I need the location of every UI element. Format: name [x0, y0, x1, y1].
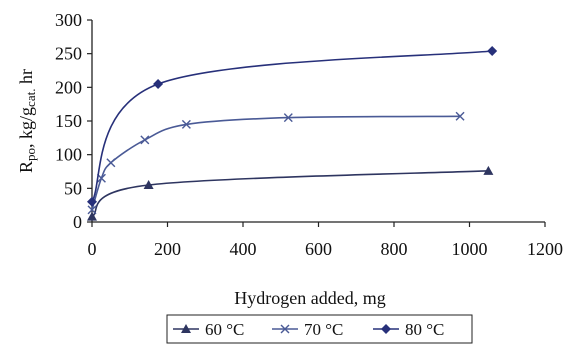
data-point: [483, 165, 494, 175]
x-tick-label: 1200: [527, 239, 563, 259]
y-axis-label-sub: po: [23, 148, 38, 161]
y-tick-label: 200: [55, 77, 82, 97]
legend-label: 70 °C: [304, 320, 343, 339]
data-point: [455, 111, 465, 121]
legend-marker: [181, 324, 191, 333]
x-tick-label: 1000: [452, 239, 488, 259]
legend-item: 70 °C: [272, 320, 343, 339]
x-ticks: 0 200 400 600 800 1000 1200: [88, 222, 563, 259]
y-tick-label: 300: [55, 10, 82, 30]
y-axis-label-mid: , kg/g: [16, 107, 36, 148]
x-tick-label: 400: [230, 239, 257, 259]
data-point: [283, 113, 293, 123]
series-layer: [87, 45, 498, 221]
y-ticks: 0 50 100 150 200 250 300: [55, 10, 92, 232]
data-point: [143, 179, 154, 189]
legend-label: 60 °C: [205, 320, 244, 339]
series-0: [87, 165, 494, 221]
y-tick-label: 50: [64, 178, 82, 198]
legend-marker: [381, 324, 391, 334]
data-point: [140, 135, 150, 145]
y-axis-label-end: hr: [16, 69, 36, 89]
x-axis-label: Hydrogen added, mg: [234, 288, 385, 308]
series-line: [91, 170, 489, 218]
y-tick-label: 150: [55, 111, 82, 131]
data-point: [153, 78, 164, 89]
data-point: [87, 205, 97, 215]
y-axis-label-main: R: [16, 161, 36, 173]
plot-area: 0 50 100 150 200 250 300 0 200 400 600 800 1000 1200: [55, 10, 563, 259]
x-tick-label: 200: [154, 239, 181, 259]
legend: 60 °C 70 °C 80 °C: [166, 314, 473, 344]
series-2: [87, 45, 498, 207]
legend-item: 80 °C: [373, 320, 444, 339]
y-tick-label: 0: [73, 212, 82, 232]
legend-items: 60 °C 70 °C 80 °C: [173, 320, 444, 339]
y-axis-label-sub2: cat.: [23, 89, 38, 107]
data-point: [87, 196, 97, 207]
legend-box: [166, 314, 473, 344]
series-line: [91, 115, 461, 211]
legend-label: 80 °C: [405, 320, 444, 339]
y-tick-label: 100: [55, 145, 82, 165]
x-tick-label: 600: [305, 239, 332, 259]
legend-item: 60 °C: [173, 320, 244, 339]
series-line: [91, 50, 493, 203]
data-point: [87, 211, 97, 221]
x-tick-label: 0: [88, 239, 97, 259]
x-tick-label: 800: [381, 239, 408, 259]
series-1: [87, 111, 465, 215]
y-tick-label: 250: [55, 44, 82, 64]
data-point: [181, 119, 191, 129]
data-point: [487, 45, 498, 56]
data-point: [106, 158, 116, 168]
legend-marker: [280, 324, 290, 334]
y-axis-label: Rpo, kg/gcat. hr: [16, 69, 38, 173]
